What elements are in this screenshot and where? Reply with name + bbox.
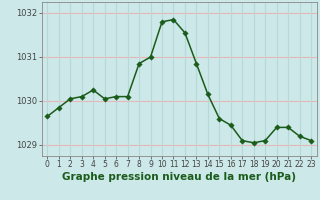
X-axis label: Graphe pression niveau de la mer (hPa): Graphe pression niveau de la mer (hPa)	[62, 172, 296, 182]
